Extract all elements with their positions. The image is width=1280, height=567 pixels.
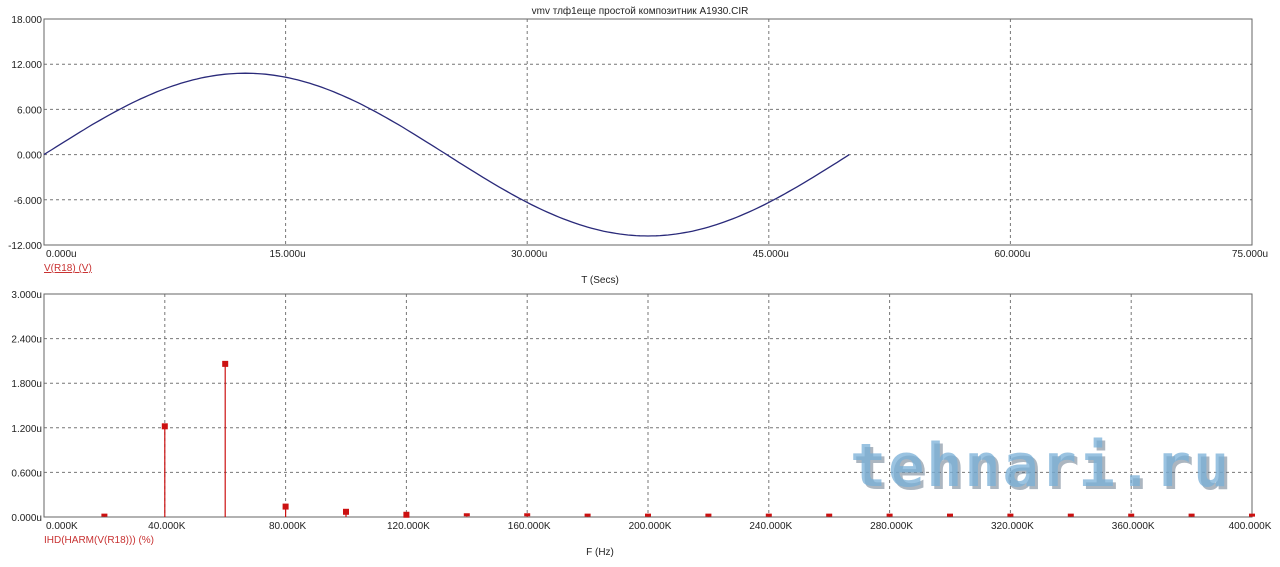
harmonic-marker: [1128, 513, 1135, 517]
series-label: V(R18) (V): [44, 263, 92, 274]
x-tick-label: 15.000u: [270, 249, 306, 260]
harmonic-marker: [1067, 513, 1074, 517]
x-tick-label: 120.000K: [387, 521, 430, 532]
x-tick-label: 320.000K: [991, 521, 1034, 532]
x-tick-label: 0.000u: [46, 249, 77, 260]
x-tick-label: 75.000u: [1232, 249, 1268, 260]
y-tick-label: 18.000: [11, 15, 42, 26]
y-tick-label: -6.000: [14, 196, 43, 207]
x-tick-label: 160.000K: [508, 521, 551, 532]
harmonic-marker: [343, 508, 349, 515]
x-tick-label: 60.000u: [994, 249, 1030, 260]
series-label: IHD(HARM(V(R18))) (%): [44, 535, 154, 546]
harmonic-marker: [1249, 513, 1255, 517]
harmonic-marker: [101, 513, 108, 517]
x-tick-label: 80.000K: [269, 521, 307, 532]
x-tick-label: 40.000K: [148, 521, 186, 532]
harmonic-marker: [826, 513, 833, 517]
harmonic-marker: [161, 423, 168, 430]
harmonic-marker: [947, 513, 953, 517]
harmonics-plot: 0.000K 40.000K 80.000K 120.000K 160.000K 200.…: [11, 290, 1271, 558]
x-tick-label: 0.000K: [46, 521, 78, 532]
harmonic-marker: [584, 513, 591, 517]
sine-series-line: [43, 72, 850, 237]
x-axis-label: T (Secs): [581, 275, 619, 286]
harmonic-marker: [282, 503, 289, 510]
y-tick-label: 1.800u: [11, 379, 42, 390]
watermark-logo: tehnari.ru: [850, 431, 1232, 501]
y-tick-label: 0.600u: [11, 468, 42, 479]
x-tick-label: 400.000K: [1229, 521, 1272, 532]
y-tick-label: 2.400u: [11, 335, 42, 346]
x-tick-label: 240.000K: [749, 521, 792, 532]
harmonic-marker: [222, 360, 229, 367]
y-tick-label: 6.000: [17, 105, 42, 116]
x-tick-label: 360.000K: [1112, 521, 1155, 532]
x-tick-label: 45.000u: [753, 249, 789, 260]
x-tick-label: 200.000K: [629, 521, 672, 532]
y-tick-label: 1.200u: [11, 424, 42, 435]
y-tick-label: -12.000: [8, 241, 42, 252]
harmonic-marker: [403, 511, 410, 518]
harmonic-marker: [705, 513, 712, 517]
harmonic-marker: [886, 513, 893, 517]
plot-frame: [43, 18, 1253, 246]
y-tick-label: 0.000u: [11, 513, 42, 524]
harmonic-marker: [645, 513, 651, 517]
harmonic-marker: [1007, 513, 1014, 517]
x-tick-label: 30.000u: [511, 249, 547, 260]
chart-title: vmv тлф1еще простой композитник A1930.CI…: [532, 5, 749, 17]
x-tick-label: 280.000K: [870, 521, 913, 532]
y-tick-label: 3.000u: [11, 290, 42, 301]
harmonic-marker: [765, 513, 772, 517]
y-tick-label: 0.000: [17, 151, 42, 162]
harmonic-marker: [1188, 513, 1195, 517]
harmonic-marker: [463, 513, 470, 517]
x-axis-label: F (Hz): [586, 547, 614, 558]
harmonic-marker: [524, 513, 531, 517]
y-tick-label: 12.000: [11, 60, 42, 71]
transient-plot: 0.000u 15.000u 30.000u 45.000u 60.000u 75.000…: [8, 15, 1268, 286]
